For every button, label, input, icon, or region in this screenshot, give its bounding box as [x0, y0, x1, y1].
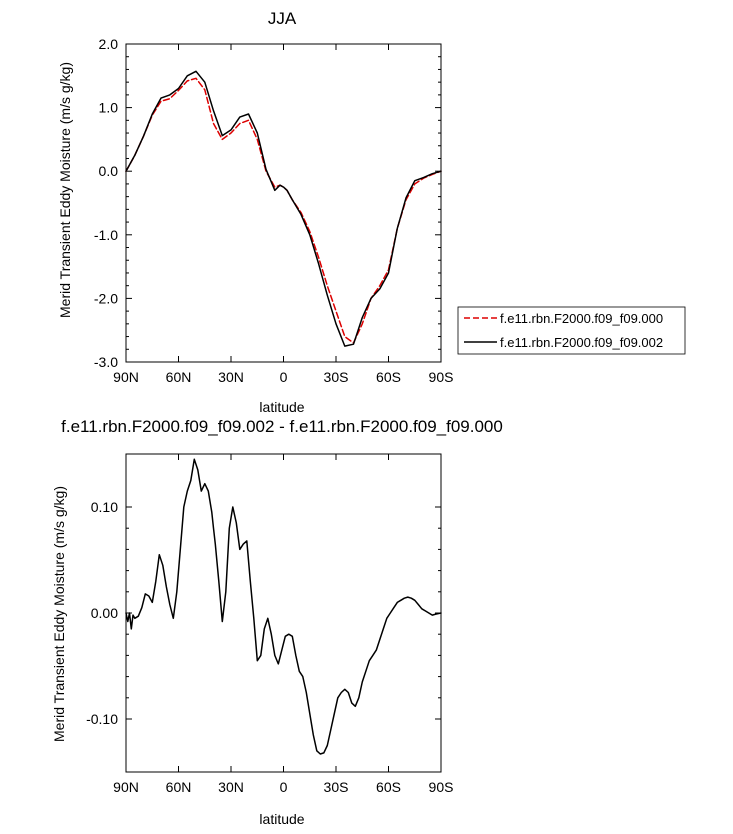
bottom-xtick-label: 30S: [324, 779, 349, 795]
top-chart-series: [125, 70, 442, 347]
legend: f.e11.rbn.F2000.f09_f09.000 f.e11.rbn.F2…: [457, 306, 686, 355]
top-chart-title: JJA: [268, 9, 297, 28]
top-xtick-label: 60S: [376, 369, 401, 385]
top-ytick-label: 1.0: [99, 100, 119, 116]
top-chart-frame: [125, 43, 442, 363]
top-ytick-label: -3.0: [94, 354, 118, 370]
top-xtick-label: 90S: [429, 369, 454, 385]
legend-label-000: f.e11.rbn.F2000.f09_f09.000: [500, 311, 663, 326]
bottom-xtick-label: 60S: [376, 779, 401, 795]
top-chart-ticks: 90N 60N 30N 0 30S 60S 90S 2.0 1.0 0.0 -1.0 -2.0 -3.0: [94, 36, 454, 385]
top-xtick-label: 90N: [113, 369, 139, 385]
legend-box: [457, 306, 686, 355]
bottom-chart-title: f.e11.rbn.F2000.f09_f09.002 - f.e11.rbn.…: [61, 417, 503, 436]
top-series-line-0: [125, 77, 442, 344]
bottom-xtick-label: 0: [280, 779, 288, 795]
top-ytick-label: -2.0: [94, 290, 118, 306]
bottom-xtick-label: 90N: [113, 779, 139, 795]
bottom-chart: f.e11.rbn.F2000.f09_f09.002 - f.e11.rbn.…: [51, 417, 503, 827]
top-xtick-label: 60N: [166, 369, 192, 385]
top-xtick-label: 0: [280, 369, 288, 385]
top-xtick-label: 30S: [324, 369, 349, 385]
bottom-xtick-label: 60N: [166, 779, 192, 795]
bottom-chart-series: [125, 458, 442, 755]
legend-label-002: f.e11.rbn.F2000.f09_f09.002: [500, 335, 663, 350]
top-ytick-label: -1.0: [94, 227, 118, 243]
top-ytick-label: 0.0: [99, 163, 119, 179]
bottom-ytick-label: 0.10: [91, 499, 118, 515]
bottom-chart-ylabel: Merid Transient Eddy Moisture (m/s g/kg): [51, 486, 67, 742]
top-xtick-label: 30N: [218, 369, 244, 385]
bottom-chart-xlabel: latitude: [259, 811, 304, 827]
top-chart-xlabel: latitude: [259, 399, 304, 415]
top-chart: JJA Merid Transient Eddy Moisture (m/s g…: [57, 9, 453, 415]
bottom-ytick-label: -0.10: [86, 711, 118, 727]
bottom-chart-ticks: 90N 60N 30N 0 30S 60S 90S 0.10 0.00 -0.10: [86, 454, 453, 795]
top-ytick-label: 2.0: [99, 36, 119, 52]
top-series-line-1: [125, 70, 442, 347]
bottom-series-line-0: [125, 458, 442, 755]
bottom-xtick-label: 90S: [429, 779, 454, 795]
bottom-chart-frame: [125, 453, 442, 773]
bottom-xtick-label: 30N: [218, 779, 244, 795]
bottom-ytick-label: 0.00: [91, 605, 118, 621]
top-chart-ylabel: Merid Transient Eddy Moisture (m/s g/kg): [57, 62, 73, 318]
